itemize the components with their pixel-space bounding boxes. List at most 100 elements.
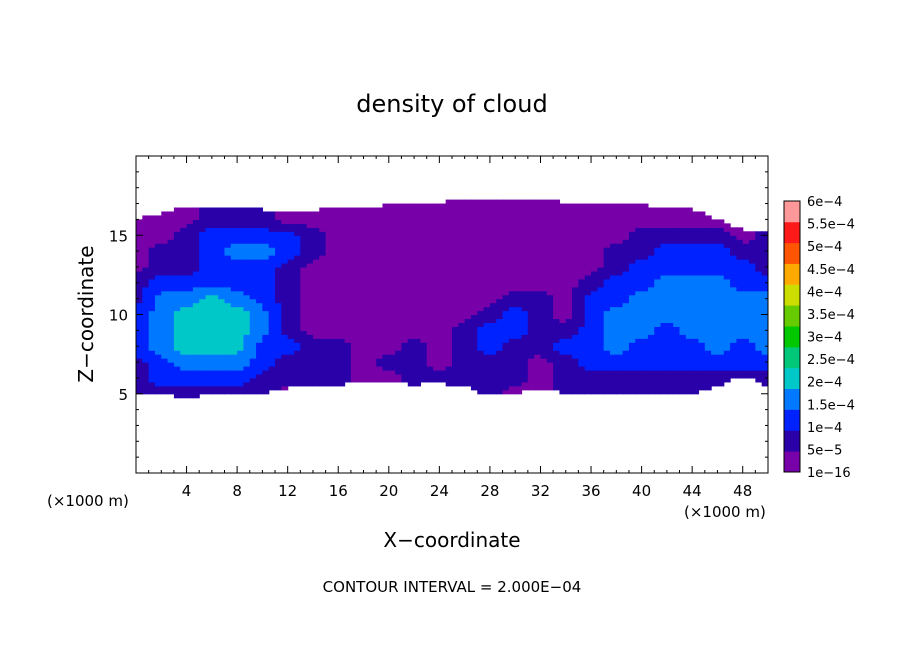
field-cell xyxy=(363,294,371,300)
field-cell xyxy=(376,223,384,228)
field-cell xyxy=(673,270,681,276)
field-cell xyxy=(388,338,396,343)
field-cell xyxy=(388,369,396,375)
field-cell xyxy=(445,314,453,320)
field-cell xyxy=(357,306,365,312)
field-cell xyxy=(180,318,188,324)
field-cell xyxy=(338,223,346,228)
field-cell xyxy=(711,302,719,308)
field-cell xyxy=(534,342,542,347)
field-cell xyxy=(199,262,207,268)
field-cell xyxy=(148,342,156,347)
field-cell xyxy=(502,338,510,343)
field-cell xyxy=(508,306,516,312)
field-cell xyxy=(230,334,238,339)
field-cell xyxy=(508,354,516,359)
field-cell xyxy=(742,235,750,240)
field-cell xyxy=(142,326,150,331)
field-cell xyxy=(154,231,162,236)
field-cell xyxy=(755,262,763,268)
field-cell xyxy=(338,255,346,260)
field-cell xyxy=(382,318,390,324)
field-cell xyxy=(452,310,459,316)
field-cell xyxy=(294,381,301,387)
field-cell xyxy=(192,247,200,252)
field-cell xyxy=(464,243,472,248)
field-cell xyxy=(603,326,611,331)
field-cell xyxy=(635,385,643,391)
field-cell xyxy=(534,259,542,264)
field-cell xyxy=(610,389,617,395)
field-cell xyxy=(502,389,510,395)
field-cell xyxy=(685,346,693,351)
field-cell xyxy=(382,294,390,300)
field-cell xyxy=(730,373,737,379)
field-cell xyxy=(161,318,169,324)
field-cell xyxy=(192,239,200,244)
field-cell xyxy=(218,270,226,276)
field-cell xyxy=(407,314,415,320)
field-cell xyxy=(660,306,668,312)
field-cell xyxy=(723,231,731,236)
field-cell xyxy=(742,318,750,324)
field-cell xyxy=(717,314,725,320)
field-cell xyxy=(622,338,630,343)
field-cell xyxy=(470,354,478,359)
field-cell xyxy=(357,346,365,351)
field-cell xyxy=(218,290,226,296)
field-cell xyxy=(300,373,308,379)
field-cell xyxy=(154,381,162,387)
field-cell xyxy=(142,243,150,248)
field-cell xyxy=(275,247,282,252)
field-cell xyxy=(597,342,605,347)
field-cell xyxy=(622,290,630,296)
field-cell xyxy=(294,255,301,260)
field-cell xyxy=(148,334,156,339)
field-cell xyxy=(376,211,384,217)
field-cell xyxy=(218,369,226,375)
field-cell xyxy=(628,239,636,244)
field-cell xyxy=(603,286,611,292)
field-cell xyxy=(559,373,567,379)
field-cell xyxy=(736,373,744,379)
field-cell xyxy=(331,322,339,327)
field-cell xyxy=(546,247,554,252)
field-cell xyxy=(319,227,327,232)
field-cell xyxy=(369,350,377,355)
field-cell xyxy=(237,385,245,391)
field-cell xyxy=(376,207,384,213)
field-cell xyxy=(433,223,440,228)
field-cell xyxy=(161,389,169,395)
field-cell xyxy=(237,266,245,272)
field-cell xyxy=(414,369,421,375)
field-cell xyxy=(452,290,459,296)
field-cell xyxy=(369,219,377,224)
field-cell xyxy=(458,239,466,244)
field-cell xyxy=(489,385,497,391)
field-cell xyxy=(641,255,649,260)
field-cell xyxy=(154,369,162,375)
field-cell xyxy=(395,369,403,375)
y-tick-label: 5 xyxy=(118,386,128,404)
field-cell xyxy=(161,223,169,228)
field-cell xyxy=(218,342,226,347)
field-cell xyxy=(679,354,687,359)
field-cell xyxy=(281,290,289,296)
field-cell xyxy=(666,350,674,355)
field-cell xyxy=(350,270,358,276)
field-cell xyxy=(578,362,586,367)
field-cell xyxy=(287,278,295,284)
field-cell xyxy=(515,362,523,367)
field-cell xyxy=(401,306,409,312)
field-cell xyxy=(666,255,674,260)
field-cell xyxy=(628,231,636,236)
field-cell xyxy=(723,318,731,324)
field-cell xyxy=(572,255,579,260)
field-cell xyxy=(180,389,188,395)
field-cell xyxy=(256,227,263,232)
field-cell xyxy=(148,373,156,379)
field-cell xyxy=(426,298,434,304)
field-cell xyxy=(553,330,561,335)
field-cell xyxy=(414,259,421,264)
field-cell xyxy=(350,366,358,371)
